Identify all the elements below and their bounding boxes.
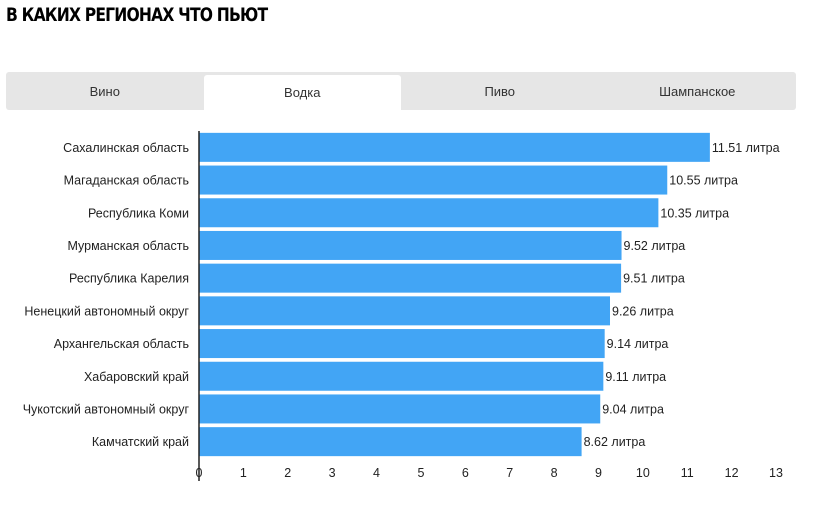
tab-beer[interactable]: Пиво <box>484 83 516 99</box>
x-tick-label: 6 <box>462 466 469 480</box>
x-tick-label: 11 <box>681 466 694 480</box>
tab-champagne[interactable]: Шампанское <box>659 83 736 99</box>
page-title: В КАКИХ РЕГИОНАХ ЧТО ПЬЮТ <box>6 4 268 26</box>
bar <box>199 198 659 228</box>
data-label: 10.55 литра <box>669 174 738 188</box>
bar <box>199 263 622 293</box>
bar <box>199 165 668 195</box>
category-label: Ненецкий автономный округ <box>24 304 189 318</box>
category-label: Мурманская область <box>67 239 189 253</box>
tab-vodka[interactable]: Водка <box>203 75 401 110</box>
bar <box>199 361 604 391</box>
data-label: 10.35 литра <box>660 206 729 220</box>
category-label: Камчатский край <box>92 435 189 449</box>
category-label: Магаданская область <box>64 174 189 188</box>
category-label: Чукотский автономный округ <box>23 402 190 416</box>
data-label: 9.14 литра <box>607 337 669 351</box>
x-tick-label: 7 <box>506 466 513 480</box>
x-tick-label: 9 <box>595 466 602 480</box>
x-tick-label: 0 <box>196 466 203 480</box>
data-label: 9.52 литра <box>624 239 686 253</box>
x-tick-label: 1 <box>240 466 247 480</box>
x-tick-label: 10 <box>636 466 650 480</box>
bar <box>199 132 710 162</box>
category-label: Республика Коми <box>88 206 189 220</box>
data-label: 9.51 литра <box>623 272 685 286</box>
x-tick-label: 4 <box>373 466 380 480</box>
x-tick-label: 12 <box>725 466 739 480</box>
category-label: Архангельская область <box>54 337 189 351</box>
tab-wine[interactable]: Вино <box>89 83 120 99</box>
bar <box>199 394 601 424</box>
data-label: 8.62 литра <box>584 435 646 449</box>
bar <box>199 230 622 260</box>
bar <box>199 296 611 326</box>
category-label: Хабаровский край <box>84 370 189 384</box>
x-tick-label: 2 <box>284 466 291 480</box>
category-label: Сахалинская область <box>63 141 189 155</box>
tab-bar: Вино Водка Пиво Шампанское <box>6 72 796 110</box>
x-tick-label: 5 <box>417 466 424 480</box>
bar <box>199 427 582 457</box>
data-label: 9.11 литра <box>605 370 666 384</box>
bar <box>199 329 605 359</box>
x-tick-label: 8 <box>551 466 558 480</box>
data-label: 9.04 литра <box>602 402 664 416</box>
data-label: 11.51 литра <box>712 141 780 155</box>
data-label: 9.26 литра <box>612 304 674 318</box>
x-tick-label: 13 <box>769 466 783 480</box>
x-tick-label: 3 <box>329 466 336 480</box>
category-label: Республика Карелия <box>69 272 189 286</box>
